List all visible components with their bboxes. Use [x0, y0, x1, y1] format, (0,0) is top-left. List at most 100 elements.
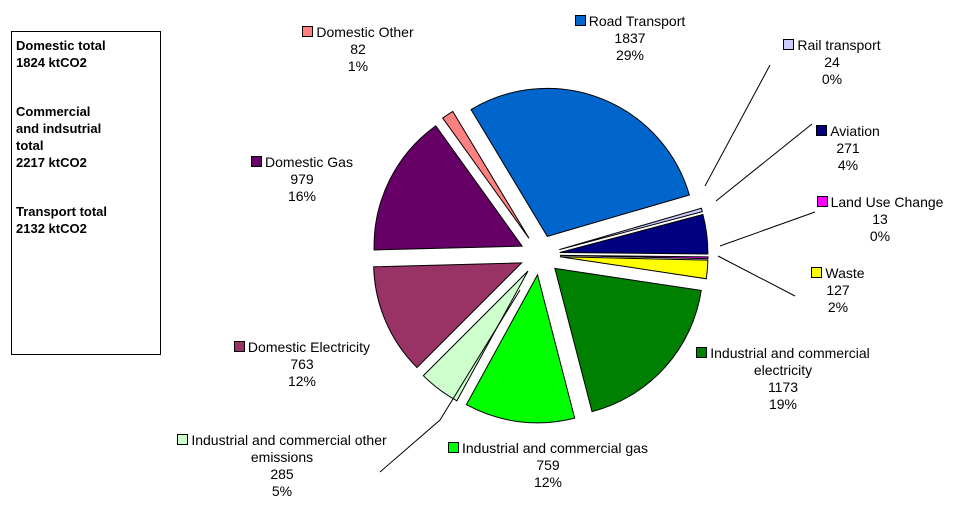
- pie-slice: [441, 110, 530, 239]
- value-row: 763: [202, 356, 402, 373]
- legend-entry: Waste: [778, 265, 898, 282]
- value-label: 285: [270, 466, 294, 482]
- totals-line: 2217 ktCO2: [16, 154, 156, 171]
- totals-text: Transport total: [16, 204, 108, 219]
- percent-row: 0%: [757, 71, 907, 88]
- slice-name: Domestic Electricity: [247, 339, 371, 355]
- legend-swatch: [448, 442, 459, 453]
- slice-name: Land Use Change: [830, 194, 944, 210]
- slice-label: Aviation 271 4%: [788, 123, 908, 174]
- slice-name: Waste: [825, 265, 865, 281]
- legend-entry: Industrial and commercial gas: [438, 440, 658, 457]
- pie-slice: [470, 87, 691, 237]
- legend-entry: Land Use Change: [795, 194, 965, 211]
- pie-slice: [465, 273, 576, 424]
- value-label: 759: [536, 457, 560, 473]
- value-row: 979: [232, 171, 372, 188]
- totals-line: Commercial: [16, 103, 156, 120]
- value-label: 271: [836, 140, 860, 156]
- slice-label: Rail transport 24 0%: [757, 37, 907, 88]
- slice-label: Industrial and commercial gas 759 12%: [438, 440, 658, 491]
- leader-line: [719, 211, 816, 247]
- legend-swatch: [233, 341, 245, 352]
- leader-line: [717, 255, 796, 297]
- totals-box: Domestic total 1824 ktCO2 Commercial and in…: [11, 31, 161, 355]
- totals-text: 2132 ktCO2: [16, 221, 87, 236]
- pie-slice: [559, 256, 709, 280]
- percent-row: 16%: [232, 188, 372, 205]
- pie-slice: [559, 254, 709, 260]
- legend-entry: Industrial and commercial electricity: [683, 345, 883, 379]
- value-row: 82: [278, 41, 438, 58]
- legend-entry: Industrial and commercial other emission…: [167, 432, 397, 466]
- totals-text: and indsutrial: [16, 121, 102, 136]
- legend-swatch: [177, 434, 189, 445]
- totals-line: 2132 ktCO2: [16, 220, 156, 237]
- pie-slice: [373, 125, 524, 251]
- slice-label: Domestic Electricity 763 12%: [202, 339, 402, 390]
- legend-entry: Aviation: [788, 123, 908, 140]
- leader-line: [379, 289, 521, 473]
- slice-name: Rail transport: [797, 37, 881, 53]
- percent-label: 12%: [287, 373, 317, 389]
- value-row: 1837: [530, 30, 730, 47]
- value-row: 271: [788, 140, 908, 157]
- legend-swatch: [811, 267, 823, 278]
- percent-row: 12%: [202, 373, 402, 390]
- value-label: 763: [290, 356, 314, 372]
- percent-label: 5%: [271, 483, 293, 499]
- slice-name: Industrial and commercial electricity: [710, 345, 870, 378]
- percent-row: 2%: [778, 299, 898, 316]
- percent-label: 2%: [827, 299, 849, 315]
- percent-label: 12%: [533, 474, 563, 490]
- slice-name: Domestic Other: [316, 24, 414, 40]
- value-label: 127: [826, 282, 850, 298]
- value-label: 24: [824, 54, 840, 70]
- value-row: 24: [757, 54, 907, 71]
- percent-label: 1%: [347, 58, 369, 74]
- slice-name: Industrial and commercial other emission…: [191, 432, 387, 465]
- slice-label: Industrial and commercial electricity 117…: [683, 345, 883, 413]
- value-row: 285: [167, 466, 397, 483]
- slice-name: Road Transport: [588, 13, 686, 29]
- percent-label: 4%: [837, 157, 859, 173]
- legend-swatch: [251, 156, 263, 167]
- value-row: 1173: [683, 379, 883, 396]
- legend-swatch: [816, 196, 828, 207]
- percent-row: 4%: [788, 157, 908, 174]
- slice-label: Industrial and commercial other emission…: [167, 432, 397, 500]
- totals-text: 2217 ktCO2: [16, 155, 87, 170]
- totals-paragraph: Domestic total 1824 ktCO2: [16, 37, 156, 71]
- slice-name: Domestic Gas: [265, 154, 353, 170]
- value-row: 127: [778, 282, 898, 299]
- slice-label: Waste 127 2%: [778, 265, 898, 316]
- value-label: 82: [350, 41, 366, 57]
- pie-slice: [559, 207, 703, 251]
- percent-row: 5%: [167, 483, 397, 500]
- legend-entry: Rail transport: [757, 37, 907, 54]
- slice-name: Industrial and commercial gas: [462, 440, 648, 456]
- legend-swatch: [783, 39, 795, 50]
- percent-row: 12%: [438, 474, 658, 491]
- value-label: 1837: [614, 30, 646, 46]
- slice-label: Domestic Gas 979 16%: [232, 154, 372, 205]
- totals-line: and indsutrial: [16, 120, 156, 137]
- totals-line: total: [16, 137, 156, 154]
- totals-paragraph: Commercial and indsutrial total 2217 ktCO2: [16, 103, 156, 171]
- percent-label: 29%: [615, 47, 645, 63]
- value-label: 979: [290, 171, 314, 187]
- value-label: 13: [872, 211, 888, 227]
- leader-line: [704, 64, 771, 187]
- value-row: 759: [438, 457, 658, 474]
- totals-line: Domestic total: [16, 37, 156, 54]
- pie-slice: [554, 267, 702, 413]
- leader-line: [715, 123, 813, 202]
- pie-slice: [373, 262, 523, 369]
- percent-row: 19%: [683, 396, 883, 413]
- legend-entry: Domestic Other: [278, 24, 438, 41]
- value-label: 1173: [767, 379, 799, 395]
- slice-label: Road Transport 1837 29%: [530, 13, 730, 64]
- percent-row: 1%: [278, 58, 438, 75]
- percent-row: 29%: [530, 47, 730, 64]
- totals-line: Transport total: [16, 203, 156, 220]
